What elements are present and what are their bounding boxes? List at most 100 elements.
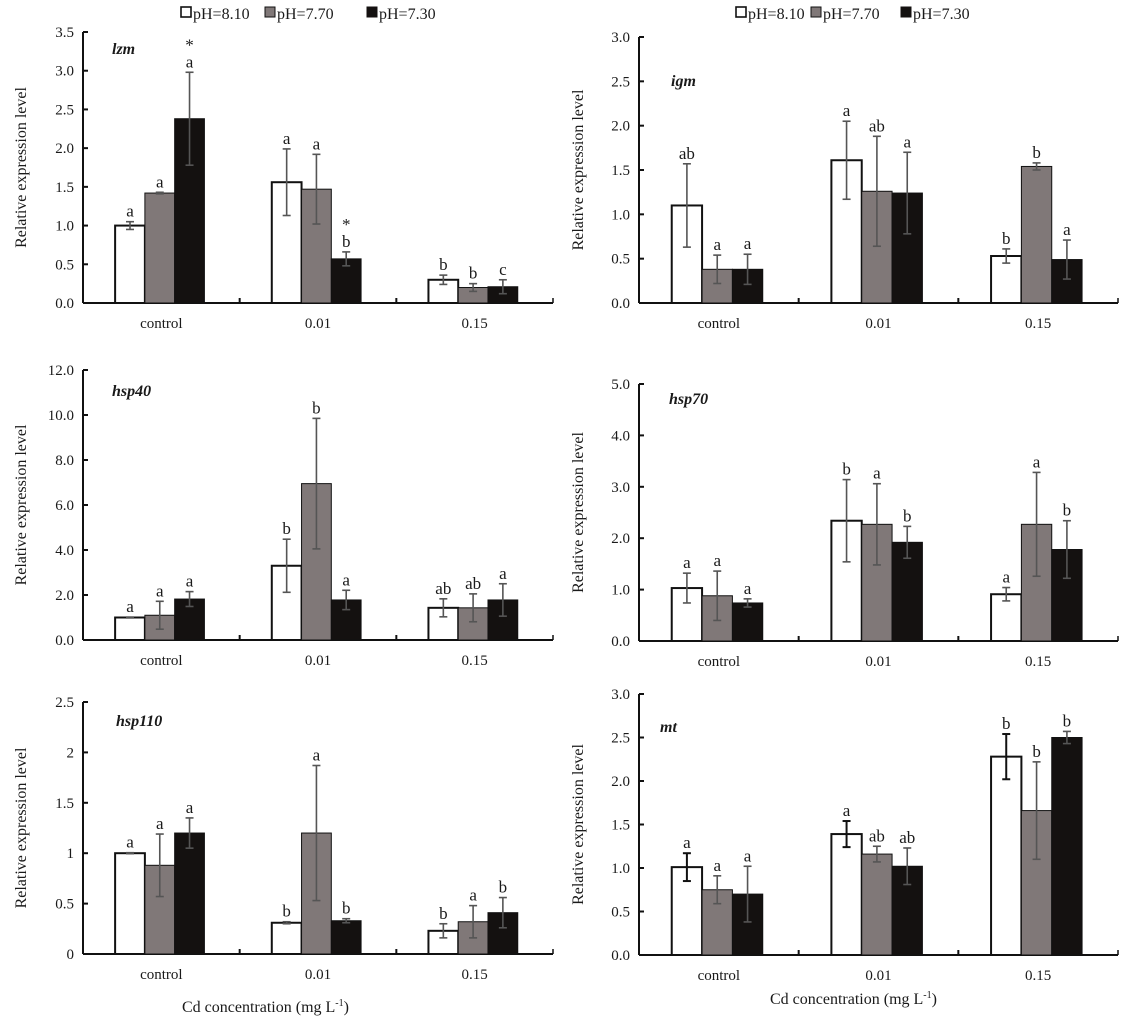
significance-letter: ab — [679, 144, 695, 163]
significance-letter: b — [903, 506, 912, 525]
significance-letter: b — [1063, 501, 1072, 520]
significance-letter: a — [186, 798, 194, 817]
significance-letter: a — [342, 570, 350, 589]
gene-label: igm — [671, 73, 696, 90]
bar-ph810 — [990, 593, 1023, 643]
y-tick-label: 2.5 — [55, 695, 74, 711]
y-tick-label: 2.0 — [55, 588, 74, 604]
panel-mt: 0.0 0.5 1.0 1.5 2.0 2.5 3.0 control 0.01 0.15 Rela… — [570, 687, 1119, 984]
significance-letter: a — [186, 572, 194, 591]
significance-letter: b — [282, 902, 291, 921]
significance-letter: b — [1032, 143, 1041, 162]
bar-ph810 — [114, 224, 146, 304]
x-category-label: 0.15 — [462, 653, 488, 669]
bar-ph770 — [861, 853, 893, 956]
x-category-label: 0.01 — [865, 316, 891, 332]
significance-letter: b — [439, 255, 448, 274]
y-tick-label: 0.5 — [611, 905, 630, 921]
y-tick-label: 2.5 — [55, 102, 74, 118]
y-tick-label: 0.0 — [611, 948, 630, 964]
bar-ph730 — [330, 920, 362, 955]
bar-ph730 — [1051, 737, 1083, 956]
x-category-label: 0.01 — [865, 968, 891, 984]
x-category-label: 0.01 — [865, 654, 891, 670]
x-category-label: 0.15 — [1025, 316, 1051, 332]
y-tick-label: 0.0 — [55, 296, 74, 312]
legend-swatch-ph770 — [264, 6, 276, 18]
x-axis-title-right: Cd concentration (mg L-1) — [770, 990, 937, 1008]
x-category-label: control — [698, 654, 741, 670]
significance-letter: a — [1033, 452, 1041, 471]
legend-swatch-ph730 — [366, 6, 378, 18]
bar-ph730 — [731, 602, 764, 642]
bar-ph770 — [144, 192, 176, 304]
x-category-label: control — [140, 316, 183, 332]
significance-letter: a — [843, 101, 851, 120]
y-tick-label: 3.0 — [55, 64, 74, 80]
x-category-label: control — [140, 653, 183, 669]
legend-right: pH=8.10 pH=7.70 pH=7.30 — [735, 6, 970, 23]
significance-letter: a — [126, 833, 134, 852]
significance-letter: a — [843, 801, 851, 820]
x-category-label: 0.01 — [305, 316, 331, 332]
y-tick-label: 3.0 — [611, 687, 630, 703]
significance-letter: a — [313, 134, 321, 153]
bar-ph810 — [114, 852, 146, 956]
significance-letter: a — [873, 464, 881, 483]
y-tick-label: 2.5 — [611, 731, 630, 747]
significance-letter: a — [744, 234, 752, 253]
significance-letter: a — [283, 129, 291, 148]
significance-letter: b — [842, 460, 851, 479]
y-axis-title: Relative expression level — [13, 87, 30, 248]
y-axis-title: Relative expression level — [570, 89, 587, 250]
legend-label-ph770: pH=7.70 — [277, 6, 334, 23]
gene-label: hsp70 — [669, 391, 708, 408]
y-tick-label: 3.0 — [611, 30, 630, 46]
significance-letter: a — [744, 846, 752, 865]
significance-letter: b — [1002, 714, 1011, 733]
x-category-label: 0.01 — [305, 967, 331, 983]
y-tick-label: 2.0 — [611, 119, 630, 135]
y-tick-label: 4.0 — [55, 543, 74, 559]
bar-ph810 — [270, 921, 303, 956]
y-tick-label: 0.5 — [55, 257, 74, 273]
significance-letter: a — [713, 551, 721, 570]
panel-lzm: 0.0 0.5 1.0 1.5 2.0 2.5 3.0 3.5 control 0.01 0.15 R… — [13, 25, 554, 332]
panel-hsp40: 0.0 2.0 4.0 6.0 8.0 10.0 12.0 control 0.01 0.15 Re… — [13, 363, 554, 669]
y-tick-label: 1.5 — [55, 796, 74, 812]
significance-letter: ab — [465, 574, 481, 593]
legend-swatch-ph810 — [735, 6, 747, 18]
significance-letter: a — [499, 564, 507, 583]
x-category-label: control — [698, 316, 741, 332]
significance-letter: b — [1032, 742, 1041, 761]
y-tick-label: 1.5 — [611, 163, 630, 179]
significance-letter: a — [683, 833, 691, 852]
y-axis-title: Relative expression level — [13, 424, 30, 585]
x-category-label: 0.01 — [305, 653, 331, 669]
legend-label-ph730: pH=7.30 — [379, 6, 436, 23]
bar-ph730 — [174, 832, 205, 955]
y-tick-label: 10.0 — [48, 408, 74, 424]
y-tick-label: 4.0 — [611, 428, 630, 444]
y-tick-label: 0 — [67, 947, 75, 963]
y-tick-label: 1.0 — [611, 583, 630, 599]
y-axis-title: Relative expression level — [570, 744, 587, 905]
legend-swatch-ph730 — [900, 6, 912, 18]
legend-label-ph810: pH=8.10 — [193, 6, 250, 23]
significance-letter: a — [744, 579, 752, 598]
gene-label: hsp110 — [116, 713, 162, 730]
y-tick-label: 1.5 — [55, 180, 74, 196]
y-tick-label: 2.5 — [611, 74, 630, 90]
significance-letter: a — [713, 856, 721, 875]
significance-letter: b — [1002, 229, 1011, 248]
panel-hsp110: 0 0.5 1 1.5 2 2.5 control 0.01 0.15 Relative expr… — [13, 695, 554, 983]
bar-ph810 — [830, 833, 863, 957]
y-tick-label: 0.0 — [55, 633, 74, 649]
x-category-label: 0.15 — [462, 316, 488, 332]
legend-label-ph810: pH=8.10 — [748, 6, 805, 23]
bar-ph810 — [270, 181, 303, 304]
x-category-label: 0.15 — [462, 967, 488, 983]
significance-letter: a — [903, 132, 911, 151]
y-tick-label: 1.0 — [611, 207, 630, 223]
